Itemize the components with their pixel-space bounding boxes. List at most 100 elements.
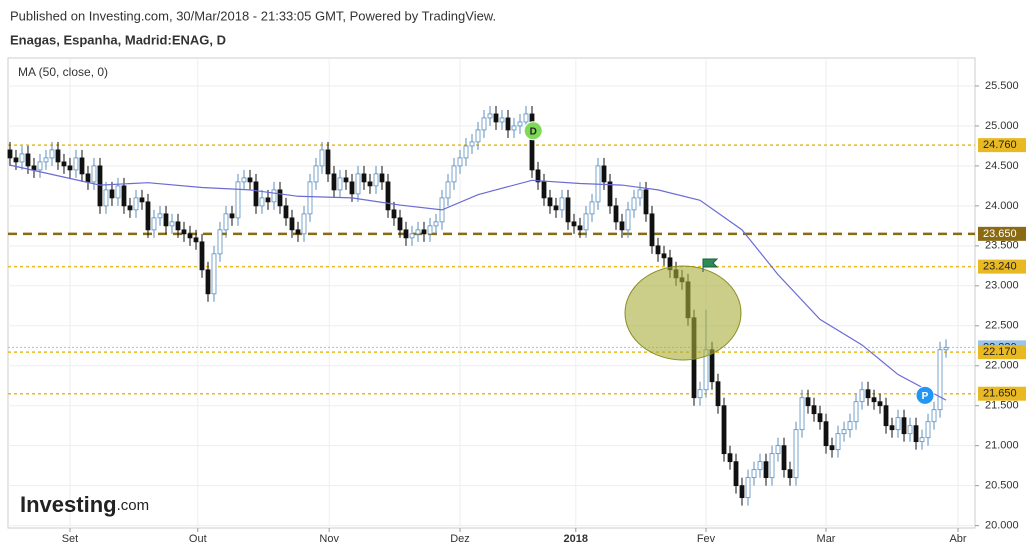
- y-tick-label: 21.500: [985, 400, 1019, 412]
- candle-body: [847, 421, 853, 431]
- candle-body: [907, 425, 913, 435]
- y-tick-label: 22.000: [985, 360, 1019, 372]
- candle-body: [625, 209, 631, 231]
- x-tick-label: 2018: [564, 533, 588, 545]
- plot-frame: [7, 57, 976, 529]
- level-tag: [978, 345, 1026, 360]
- candle-body: [517, 121, 523, 127]
- candle-body: [85, 173, 91, 183]
- candle-body: [121, 185, 127, 207]
- candle-body: [877, 401, 883, 407]
- candle-body: [469, 141, 475, 147]
- logo: Investing.com: [20, 492, 149, 517]
- candle-body: [547, 197, 553, 207]
- candle-body: [553, 205, 559, 211]
- candle-body: [823, 421, 829, 447]
- candle-body: [199, 241, 205, 271]
- candle-body: [187, 233, 193, 239]
- candle-body: [535, 169, 541, 183]
- candle-body: [433, 221, 439, 227]
- candle-body: [229, 213, 235, 219]
- candle-body: [751, 469, 757, 479]
- candle-body: [169, 221, 175, 227]
- y-tick-label: 21.000: [985, 440, 1019, 452]
- level-label: 23.650: [983, 228, 1017, 240]
- level-label: 23.240: [983, 261, 1017, 273]
- candle-body: [193, 237, 199, 243]
- candle-body: [235, 181, 241, 219]
- candle-body: [91, 165, 97, 183]
- candle-body: [253, 181, 259, 207]
- level-label: 21.650: [983, 388, 1017, 400]
- candle-body: [55, 149, 61, 163]
- candle-body: [343, 177, 349, 183]
- candle-body: [613, 205, 619, 223]
- candle-body: [217, 229, 223, 255]
- candle-body: [577, 225, 583, 231]
- candle-body: [67, 165, 73, 171]
- moving-average: [9, 164, 947, 401]
- candle-body: [883, 405, 889, 427]
- candle-body: [385, 181, 391, 211]
- candle-body: [145, 201, 151, 231]
- candle-body: [607, 181, 613, 207]
- candle-body: [361, 173, 367, 183]
- candle-body: [337, 177, 343, 191]
- candle-body: [397, 217, 403, 231]
- candle-body: [763, 461, 769, 479]
- candle-body: [799, 397, 805, 431]
- candle-body: [259, 197, 265, 207]
- x-tick-label: Fev: [697, 533, 716, 545]
- y-tick-label: 23.000: [985, 280, 1019, 292]
- candle-body: [901, 417, 907, 435]
- candle-body: [427, 225, 433, 235]
- candle-body: [583, 213, 589, 231]
- candle-body: [487, 113, 493, 119]
- candle-body: [643, 189, 649, 215]
- candle-body: [745, 477, 751, 499]
- candle-body: [115, 185, 121, 199]
- y-tick-label: 23.500: [985, 240, 1019, 252]
- candle-body: [271, 189, 277, 203]
- candle-body: [943, 346, 949, 351]
- candle-body: [379, 173, 385, 183]
- y-tick-label: 25.500: [985, 80, 1019, 92]
- level-label: 24.760: [983, 139, 1017, 151]
- candle-body: [415, 229, 421, 235]
- candle-body: [697, 389, 703, 399]
- x-tick-label: Dez: [450, 533, 470, 545]
- x-tick-label: Nov: [319, 533, 339, 545]
- candle-body: [313, 165, 319, 183]
- candle-body: [733, 461, 739, 487]
- candle-body: [829, 445, 835, 451]
- candle-body: [937, 349, 943, 411]
- x-tick-label: Out: [189, 533, 207, 545]
- candle-body: [403, 229, 409, 239]
- candle-body: [421, 229, 427, 235]
- candle-body: [721, 405, 727, 455]
- y-tick-label: 20.500: [985, 480, 1019, 492]
- candle-body: [391, 209, 397, 219]
- candle-body: [7, 149, 13, 159]
- candle-body: [409, 233, 415, 239]
- annotation-label: D: [530, 126, 537, 137]
- candle-body: [571, 221, 577, 227]
- candle-body: [805, 397, 811, 407]
- y-tick-label: 24.000: [985, 200, 1019, 212]
- published-note: Published on Investing.com, 30/Mar/2018 …: [10, 8, 496, 23]
- candle-body: [589, 201, 595, 215]
- candle-body: [793, 429, 799, 479]
- candle-body: [265, 197, 271, 203]
- level-label: 22.170: [983, 346, 1017, 358]
- candle-body: [493, 113, 499, 123]
- candle-body: [109, 189, 115, 199]
- candle-body: [811, 405, 817, 415]
- candle-body: [565, 197, 571, 223]
- candle-body: [889, 425, 895, 431]
- candle-body: [223, 213, 229, 231]
- candle-body: [853, 401, 859, 423]
- candle-body: [247, 177, 253, 183]
- candle-body: [157, 213, 163, 219]
- candle-body: [31, 165, 37, 171]
- candle-body: [307, 181, 313, 215]
